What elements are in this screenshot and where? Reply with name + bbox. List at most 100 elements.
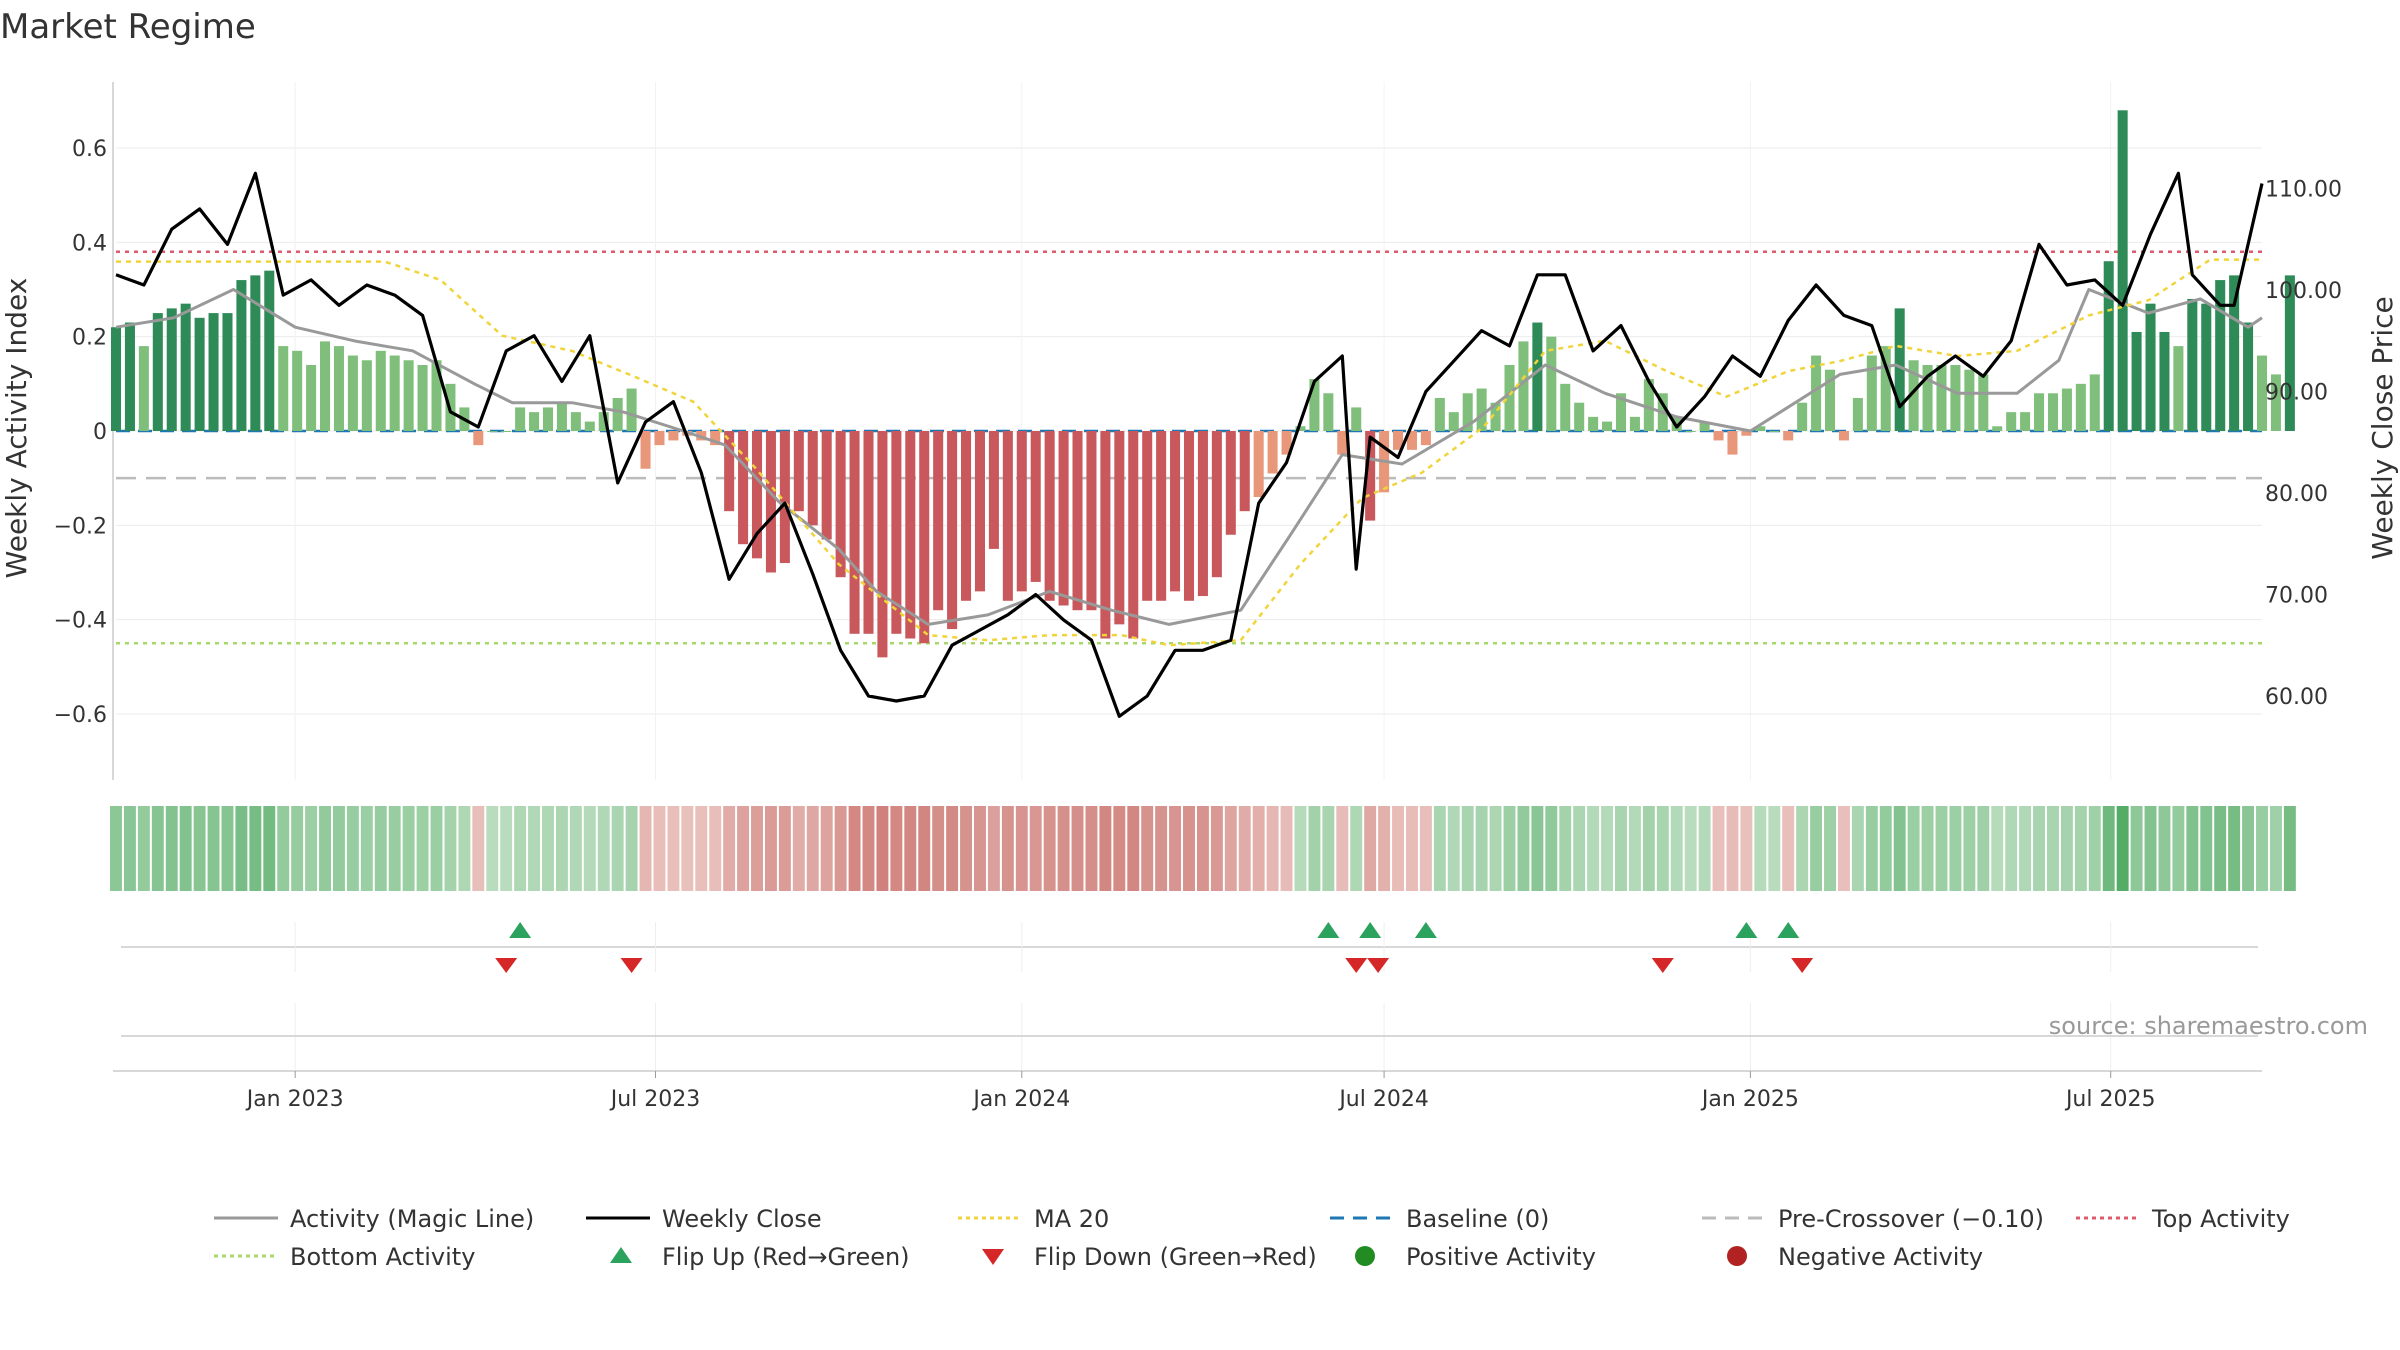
heat-cell	[1851, 806, 1864, 891]
heat-cell	[1656, 806, 1669, 891]
activity-bar	[584, 421, 595, 431]
activity-bar	[222, 313, 233, 431]
activity-bar	[1156, 431, 1167, 601]
activity-bar	[1323, 393, 1334, 431]
activity-bar	[863, 431, 874, 634]
heat-cell	[1322, 806, 1335, 891]
activity-bar	[2075, 383, 2086, 431]
activity-bar	[849, 431, 860, 634]
activity-bar	[1100, 431, 1111, 639]
heat-cell	[2074, 806, 2087, 891]
heat-cell	[360, 806, 373, 891]
heat-cell	[2200, 806, 2213, 891]
flip-down-marker	[495, 958, 518, 973]
activity-bar	[2284, 275, 2295, 431]
activity-bar	[347, 355, 358, 431]
activity-bar	[166, 308, 177, 431]
heat-cell	[458, 806, 471, 891]
heat-cell	[207, 806, 220, 891]
activity-bar	[1602, 421, 1613, 431]
activity-bar	[1546, 336, 1557, 431]
heat-cell	[137, 806, 150, 891]
legend-label: Baseline (0)	[1406, 1205, 1549, 1233]
activity-bar	[1727, 431, 1738, 455]
activity-bar	[487, 431, 498, 432]
heat-cell	[625, 806, 638, 891]
heat-cell	[1893, 806, 1906, 891]
x-tick-label: Jan 2025	[1700, 1087, 1799, 1112]
heat-cell	[2242, 806, 2255, 891]
heat-cell	[2130, 806, 2143, 891]
heat-cell	[1350, 806, 1363, 891]
heat-cell	[305, 806, 318, 891]
activity-bar	[1532, 322, 1543, 431]
activity-bar	[1643, 379, 1654, 431]
activity-bar	[389, 355, 400, 431]
activity-bar	[194, 317, 205, 431]
heat-cell	[695, 806, 708, 891]
activity-bar	[821, 431, 832, 540]
heat-cell	[1043, 806, 1056, 891]
activity-bar	[1114, 431, 1125, 625]
heat-cell	[946, 806, 959, 891]
heat-cell	[1837, 806, 1850, 891]
heat-cell	[221, 806, 234, 891]
heat-cell	[1796, 806, 1809, 891]
legend-label: Weekly Close	[662, 1205, 822, 1233]
heat-cell	[193, 806, 206, 891]
legend-label: Activity (Magic Line)	[290, 1205, 534, 1233]
legend-swatch	[610, 1247, 632, 1263]
heat-cell	[1489, 806, 1502, 891]
heat-cell	[1085, 806, 1098, 891]
activity-bar	[306, 364, 317, 431]
activity-bar	[2047, 393, 2058, 431]
activity-bar	[2173, 346, 2184, 431]
flip-up-marker	[1735, 922, 1758, 938]
heat-cell	[179, 806, 192, 891]
heat-cell	[528, 806, 541, 891]
heat-cell	[597, 806, 610, 891]
heat-cell	[555, 806, 568, 891]
activity-bar	[668, 431, 679, 441]
activity-bar	[1866, 355, 1877, 431]
activity-bar	[1253, 431, 1264, 498]
heat-cell	[1447, 806, 1460, 891]
activity-bars	[110, 110, 2295, 658]
activity-bar	[1797, 402, 1808, 431]
activity-bar	[2243, 322, 2254, 431]
activity-bar	[1142, 431, 1153, 601]
activity-bar	[375, 350, 386, 431]
series-lines	[115, 171, 2264, 718]
activity-bar	[124, 322, 135, 431]
heat-cell	[472, 806, 485, 891]
heat-cell	[960, 806, 973, 891]
x-tick-label: Jul 2023	[609, 1087, 701, 1112]
activity-bar	[947, 431, 958, 630]
heat-cell	[402, 806, 415, 891]
activity-bar	[1574, 402, 1585, 431]
right-tick-label: 80.00	[2265, 482, 2328, 507]
activity-bar	[2229, 275, 2240, 431]
activity-bar	[1824, 369, 1836, 431]
activity-bar	[1309, 379, 1320, 431]
activity-bar	[320, 341, 331, 431]
activity-bar	[278, 346, 289, 431]
activity-bar	[2089, 374, 2100, 431]
heat-cell	[1907, 806, 1920, 891]
heat-cell	[848, 806, 861, 891]
heat-cell	[1155, 806, 1168, 891]
activity-bar	[974, 431, 985, 592]
heat-cell	[1475, 806, 1488, 891]
heat-cell	[1865, 806, 1878, 891]
heat-cell	[1531, 806, 1544, 891]
activity-bar	[570, 412, 581, 431]
activity-bar	[891, 431, 902, 634]
left-tick-label: 0.4	[72, 231, 107, 256]
activity-bar	[626, 388, 637, 431]
source-note: source: sharemaestro.com	[2049, 1012, 2368, 1040]
heat-cell	[2144, 806, 2157, 891]
heat-cell	[583, 806, 596, 891]
activity-bar	[877, 431, 888, 658]
heat-cell	[123, 806, 136, 891]
activity-bar	[2131, 331, 2142, 431]
